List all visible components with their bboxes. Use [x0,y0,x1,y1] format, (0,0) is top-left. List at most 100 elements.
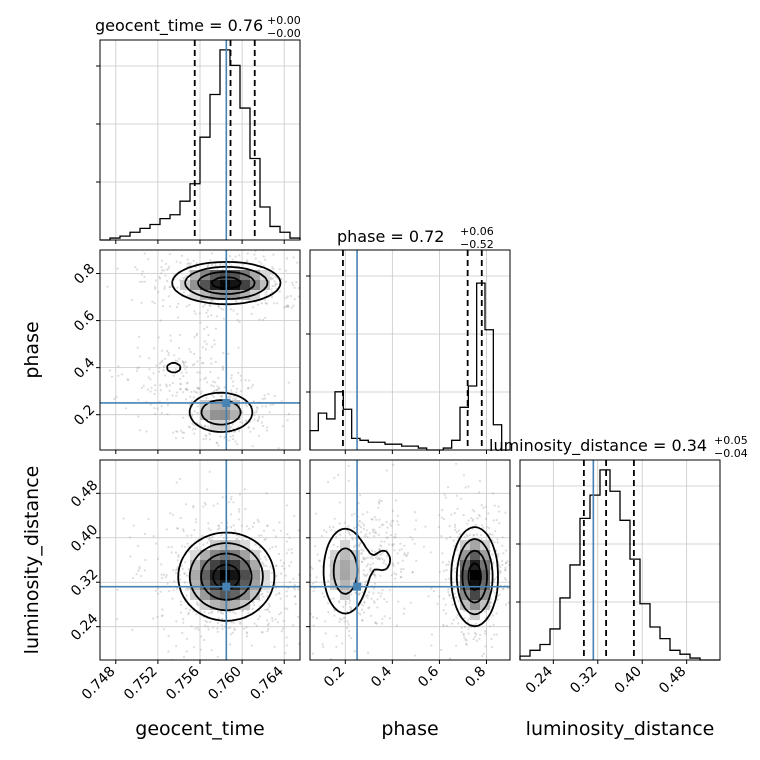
sample-point [209,371,212,374]
sample-point [188,403,191,406]
sample-point [169,334,172,337]
sample-point [246,259,249,262]
sample-point [247,387,250,390]
sample-point [165,574,168,577]
density-cell [260,270,270,280]
sample-point [235,537,238,541]
sample-point [159,389,162,392]
sample-point [462,474,465,477]
sample-point [506,587,509,590]
sample-point [161,269,164,272]
sample-point [399,542,402,545]
sample-point [403,552,406,555]
sample-point [501,587,504,590]
sample-point [129,555,132,558]
sample-point [237,346,240,349]
sample-point [350,514,354,517]
sample-point [284,574,287,577]
sample-point [257,303,260,306]
title-phase-minus: −0.52 [460,238,494,251]
sample-point [221,394,224,397]
sample-point [292,256,295,259]
sample-point [186,258,189,261]
sample-point [381,622,384,625]
sample-point [153,285,157,289]
sample-point [277,592,280,595]
sample-point [148,357,151,360]
sample-point [159,590,162,593]
sample-point [252,400,255,403]
sample-point [230,389,233,392]
sample-point [391,509,394,512]
sample-point [465,533,468,537]
sample-point [456,613,459,617]
sample-point [452,618,455,622]
sample-point [286,295,289,298]
sample-point [138,280,142,283]
sample-point [241,421,244,424]
sample-point [442,597,445,600]
sample-point [174,436,178,440]
sample-point [343,616,346,619]
sample-point [264,302,267,305]
sample-point [184,361,187,364]
sample-point [263,264,266,267]
sample-point [230,374,233,377]
sample-point [203,501,206,504]
sample-point [373,573,376,577]
sample-point [232,501,235,504]
sample-point [204,424,207,427]
density-cell [250,560,260,570]
sample-point [371,518,374,521]
sample-point [217,524,220,527]
sample-point [235,391,238,394]
sample-point [252,521,256,525]
sample-point [269,565,272,568]
sample-point [217,617,220,620]
sample-point [445,537,448,540]
sample-point [360,552,363,555]
sample-point [391,543,394,547]
sample-point [373,515,376,519]
sample-point [193,424,196,427]
sample-point [405,554,408,558]
sample-point [381,557,384,561]
sample-point [394,577,397,580]
sample-point [196,386,199,389]
sample-point [131,577,134,580]
sample-point [448,657,451,660]
sample-point [286,607,289,611]
sample-point [385,536,388,539]
sample-point [186,542,189,545]
density-cell [350,570,360,580]
density-cell [250,590,260,600]
sample-point [212,385,215,388]
sample-point [116,618,119,621]
truth-marker [222,582,231,591]
sample-point [238,493,241,496]
sample-point [385,548,388,552]
sample-point [365,565,368,568]
sample-point [261,592,264,595]
sample-point [182,277,185,280]
sample-point [261,631,264,634]
sample-point [247,426,250,429]
sample-point [152,617,155,620]
sample-point [335,645,338,648]
sample-point [264,316,267,319]
sample-point [190,625,193,628]
density-cell [220,590,230,600]
sample-point [472,534,475,537]
sample-point [162,369,165,372]
sample-point [485,525,488,529]
sample-point [287,412,290,416]
sample-point [332,597,335,600]
sample-point [273,280,276,283]
title-phase-median: 0.72 [409,227,445,246]
sample-point [442,609,445,612]
sample-point [205,435,208,438]
sample-point [193,528,196,532]
sample-point [211,394,214,397]
sample-point [478,515,482,518]
